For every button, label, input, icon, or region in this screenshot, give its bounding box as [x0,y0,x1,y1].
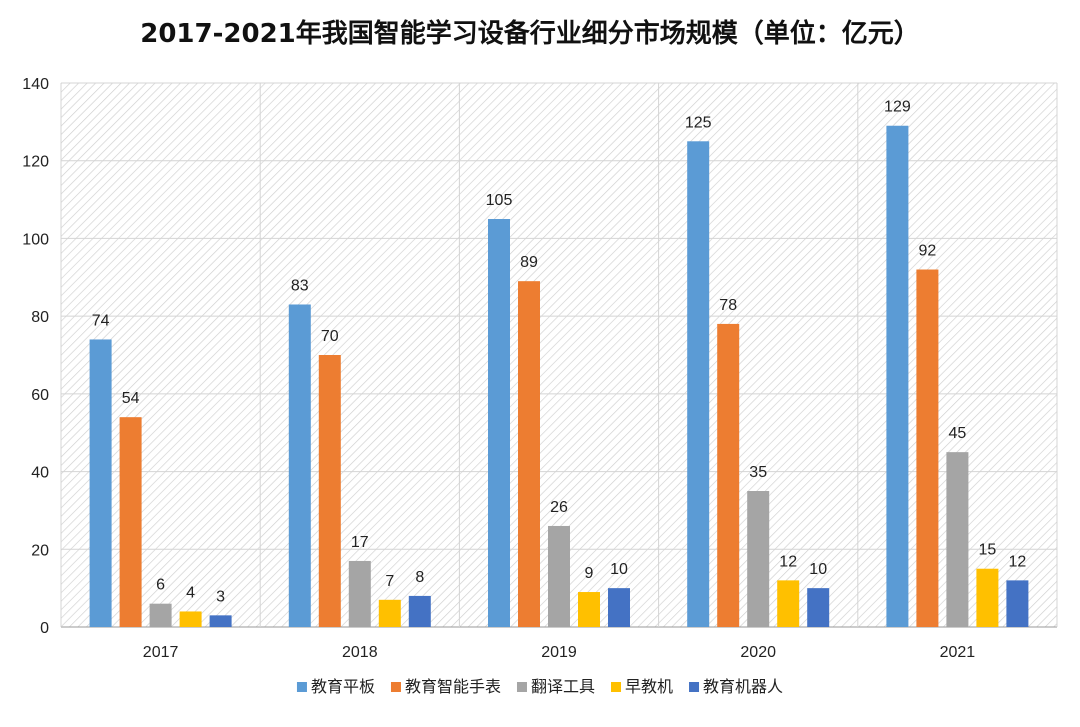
bar [886,125,909,627]
y-tick-label: 100 [22,231,49,248]
bar [916,269,939,627]
bar [209,615,232,627]
data-label: 105 [486,192,513,209]
y-tick-label: 60 [31,387,49,404]
bar [548,525,570,627]
data-label: 74 [92,312,110,329]
chart-title: 2017-2021年我国智能学习设备行业细分市场规模（单位：亿元） [140,18,920,49]
legend-label: 翻译工具 [531,677,595,696]
x-tick-label: 2019 [541,644,577,661]
data-label: 89 [520,254,538,271]
bar [288,304,311,627]
bar [378,599,401,627]
legend-label: 教育机器人 [703,677,783,696]
bar [318,355,341,627]
bar [578,592,600,627]
data-label: 83 [291,277,309,294]
bar [807,588,830,627]
x-tick-label: 2017 [143,644,179,661]
legend-label: 教育智能手表 [405,677,501,696]
bar [976,568,999,627]
legend-item: 早教机 [611,677,673,696]
legend-label: 早教机 [625,677,673,696]
bar [717,323,740,627]
bar [89,339,112,627]
data-label: 3 [216,588,225,605]
y-tick-label: 80 [31,309,49,326]
bar [687,141,710,628]
legend-item: 翻译工具 [516,677,595,696]
y-tick-label: 140 [22,76,49,93]
bar [747,491,770,627]
data-label: 6 [156,577,165,594]
legend-swatch [390,682,401,692]
bar [946,452,969,627]
data-label: 35 [749,464,767,481]
bar [518,281,540,627]
x-tick-label: 2018 [342,644,378,661]
bar [179,611,202,627]
data-label: 7 [385,573,394,590]
data-label: 129 [884,99,911,116]
data-label: 10 [610,561,628,578]
legend-item: 教育平板 [296,677,375,696]
legend-item: 教育机器人 [689,677,783,696]
data-label: 9 [585,565,594,582]
data-label: 45 [949,425,967,442]
x-axis: 2017 2018 2019 2020 2021 [143,644,975,661]
y-tick-label: 120 [22,154,49,171]
y-tick-label: 40 [31,465,49,482]
x-tick-label: 2021 [940,644,976,661]
data-label: 78 [719,297,737,314]
data-label: 4 [186,584,195,601]
legend-swatch [611,682,622,692]
data-label: 70 [321,328,339,345]
legend-item: 教育智能手表 [390,677,501,696]
bar [149,603,172,627]
legend-label: 教育平板 [311,677,375,696]
y-tick-label: 0 [40,620,49,637]
data-label: 125 [685,114,712,131]
y-axis: 0 20 40 60 80 100 120 140 [22,76,49,637]
data-label: 54 [122,390,140,407]
x-tick-label: 2020 [740,644,776,661]
bar [119,417,142,627]
data-label: 26 [550,499,568,516]
legend-swatch [516,682,527,692]
bars [89,125,1029,628]
bar [488,219,510,627]
bar [608,588,630,627]
data-label: 12 [779,553,797,570]
bar [777,580,800,627]
legend-swatch [296,682,307,692]
y-tick-label: 20 [31,542,49,559]
data-label: 12 [1009,553,1027,570]
data-label: 92 [919,243,937,260]
bar [348,560,371,627]
legend: 教育平板 教育智能手表 翻译工具 早教机 教育机器人 [296,677,783,696]
data-label: 15 [979,542,997,559]
data-label: 10 [809,561,827,578]
legend-swatch [689,682,700,692]
bar [1006,580,1029,627]
data-label: 8 [415,569,424,586]
data-label: 17 [351,534,369,551]
bar [408,595,431,627]
